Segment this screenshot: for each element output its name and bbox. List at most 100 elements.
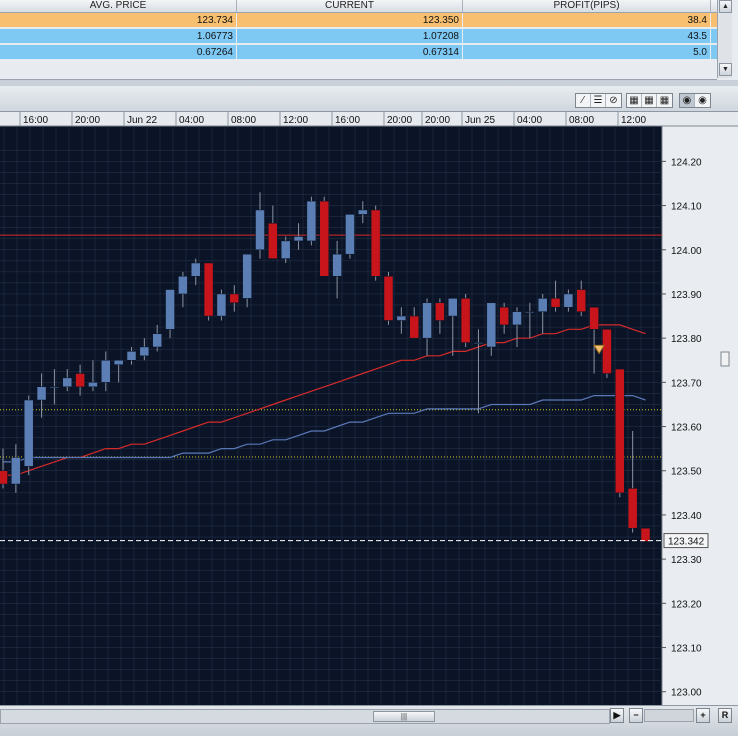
candle-body — [602, 329, 612, 374]
view-tools-group: ◉ ◉ — [679, 93, 711, 108]
candle-body — [435, 302, 445, 321]
grid-icon[interactable]: ▦ — [627, 94, 642, 107]
candle-body — [473, 342, 484, 344]
candle-body — [306, 200, 317, 242]
candle-body — [563, 293, 574, 308]
scroll-down-icon[interactable]: ▼ — [719, 63, 732, 76]
candle-body — [589, 306, 599, 330]
time-label: 04:00 — [179, 115, 204, 126]
price-label: 123.30 — [671, 555, 702, 566]
price-chart[interactable]: 16:00 20:00 Jun 22 04:00 08:00 12:00 16:00 20:0… — [0, 112, 738, 705]
line-draw-icon[interactable]: ⁄ — [576, 94, 591, 107]
grid-icon[interactable]: ▦ — [659, 95, 670, 106]
current-price-cell: 0.67314 — [237, 45, 463, 59]
candle-body — [0, 470, 8, 485]
time-label: 20:00 — [75, 115, 100, 126]
price-label: 123.90 — [671, 290, 702, 301]
table-empty-area — [0, 62, 717, 80]
play-icon[interactable]: ▶ — [610, 708, 624, 723]
candle-body — [383, 276, 394, 321]
table-vertical-scrollbar[interactable]: ▲ ▼ — [717, 0, 732, 78]
candle-body — [23, 399, 34, 467]
time-label: 08:00 — [231, 115, 256, 126]
scroll-thumb[interactable]: ||| — [373, 711, 435, 722]
panel-separator[interactable] — [0, 80, 738, 86]
candle-body — [615, 368, 625, 494]
candle-body — [216, 293, 227, 317]
avg-price-cell: 0.67264 — [0, 45, 237, 59]
candle-body — [11, 457, 21, 485]
candle-body — [165, 289, 175, 330]
candle-body — [448, 298, 458, 317]
price-label: 124.20 — [671, 157, 702, 168]
time-label: 08:00 — [569, 115, 594, 126]
candle-body — [191, 262, 201, 277]
positions-header: AVG. PRICE CURRENT PROFIT(PIPS) — [0, 0, 717, 13]
candle-body — [576, 289, 586, 312]
grid-icon[interactable]: ▦ — [642, 94, 657, 107]
column-header-profit[interactable]: PROFIT(PIPS) — [463, 0, 711, 12]
candle-body — [113, 360, 124, 365]
time-label: 16:00 — [23, 115, 48, 126]
candle-body — [358, 209, 368, 215]
candle-body — [499, 306, 509, 326]
time-label: 16:00 — [335, 115, 360, 126]
positions-table: AVG. PRICE CURRENT PROFIT(PIPS) 123.734 … — [0, 0, 738, 80]
table-row[interactable]: 1.06773 1.07208 43.5 — [0, 29, 717, 44]
candle-body — [512, 311, 522, 326]
no-draw-icon[interactable]: ⊘ — [609, 95, 618, 106]
column-header-current[interactable]: CURRENT — [237, 0, 463, 12]
price-label: 123.10 — [671, 644, 702, 655]
candle-body — [396, 315, 407, 321]
time-axis — [0, 112, 738, 126]
candle-body — [62, 377, 72, 388]
price-label: 124.00 — [671, 246, 702, 257]
hline-icon[interactable]: ☰ — [591, 94, 606, 107]
candle-body — [319, 200, 329, 277]
table-row[interactable]: 123.734 123.350 38.4 — [0, 13, 717, 28]
current-price-cell: 1.07208 — [237, 29, 463, 43]
time-label: Jun 25 — [465, 115, 495, 126]
time-label: 12:00 — [621, 115, 646, 126]
price-label: 123.80 — [671, 334, 702, 345]
moving-average-line — [3, 395, 646, 463]
circle-icon[interactable]: ◉ — [680, 94, 695, 107]
circle-icon[interactable]: ◉ — [698, 95, 707, 106]
zoom-slider[interactable] — [644, 709, 694, 722]
candle-body — [370, 209, 381, 277]
candle-body — [627, 488, 638, 529]
candle-body — [345, 214, 355, 255]
profit-cell: 5.0 — [463, 45, 711, 59]
zoom-out-button[interactable]: − — [629, 708, 643, 723]
profit-cell: 43.5 — [463, 29, 711, 43]
price-label: 123.70 — [671, 378, 702, 389]
price-label: 123.20 — [671, 599, 702, 610]
candle-body — [255, 209, 265, 251]
time-label: 20:00 — [425, 115, 450, 126]
reset-button[interactable]: R — [718, 708, 732, 723]
candle-body — [525, 311, 535, 313]
candle-body — [203, 262, 214, 317]
candle-body — [75, 373, 85, 388]
table-row[interactable]: 0.67264 0.67314 5.0 — [0, 45, 717, 60]
time-label: 20:00 — [387, 115, 412, 126]
avg-price-cell: 1.06773 — [0, 29, 237, 43]
candle-body — [139, 346, 150, 357]
candle-body — [242, 253, 252, 299]
chart-horizontal-scrollbar[interactable]: ||| — [0, 709, 610, 724]
candle-body — [178, 276, 188, 295]
candle-body — [422, 302, 432, 339]
chart-toolbar: ⁄ ☰ ⊘ ▦ ▦ ▦ ◉ ◉ — [0, 86, 738, 112]
column-header-avg-price[interactable]: AVG. PRICE — [0, 0, 237, 12]
moving-average-line — [3, 324, 646, 476]
price-axis — [662, 126, 738, 705]
candle-body — [460, 298, 471, 343]
draw-tools-group: ⁄ ☰ ⊘ — [575, 93, 622, 108]
grid-tools-group: ▦ ▦ ▦ — [626, 93, 673, 108]
candle-body — [293, 236, 304, 242]
scroll-up-icon[interactable]: ▲ — [719, 0, 732, 13]
trade-arrow-icon — [593, 344, 606, 355]
candle-body — [229, 293, 240, 304]
candle-body — [268, 222, 278, 259]
zoom-in-button[interactable]: + — [696, 708, 710, 723]
